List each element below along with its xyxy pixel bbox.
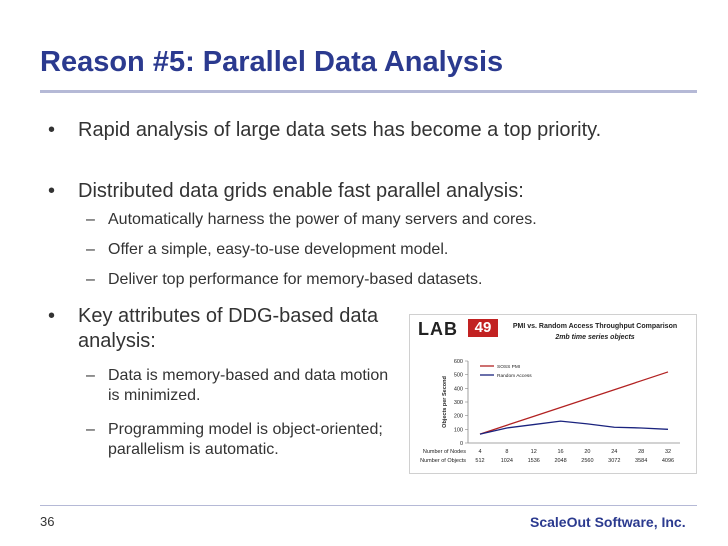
sub-bullet-text: Deliver top performance for memory-based… [108,271,483,288]
bullet-dot: • [48,180,56,202]
bullet-dot: • [48,119,56,141]
sub-bullet-text: Automatically harness the power of many … [108,211,537,228]
x2-tick-label: 512 [475,458,484,464]
x2-tick-label: 1536 [528,458,540,464]
line-chart: 0 100 200 300 400 500 600 Objects per Second Num… [420,359,680,464]
series-line-random-access [479,420,669,435]
x2-tick-label: 2048 [554,458,566,464]
x2-tick-label: 1024 [501,458,513,464]
sub-bullet-dash: – [86,241,95,258]
x-row1-label: Number of Nodes [423,449,466,455]
y-tick-label: 300 [454,400,463,406]
page-number: 36 [40,514,55,529]
bullet-dot: • [48,305,56,327]
sub-bullet-dash: – [86,271,95,288]
chart-panel: LAB 49 PMI vs. Random Access Throughput … [409,314,697,474]
company-name: ScaleOut Software, Inc. [530,514,686,530]
sub-bullet-text: Programming model is object-oriented; pa… [108,421,383,458]
footer-divider [40,505,697,506]
chart-subtitle: 2mb time series objects [555,334,635,341]
slide-title: Reason #5: Parallel Data Analysis [40,46,504,78]
y-tick-label: 400 [454,386,463,392]
sub-bullet-dash: – [86,421,95,438]
x-tick-label: 24 [611,449,617,455]
sub-bullet-dash: – [86,367,95,384]
bullet-text: Distributed data grids enable fast paral… [78,180,524,202]
y-tick-label: 600 [454,359,463,365]
sub-bullet-dash: – [86,211,95,228]
x-row2-label: Number of Objects [420,458,466,464]
x-tick-label: 32 [665,449,671,455]
logo-number: 49 [468,319,498,337]
x-tick-label: 8 [505,449,508,455]
y-tick-label: 0 [460,441,463,447]
y-tick-label: 200 [454,414,463,420]
chart-title: PMI vs. Random Access Throughput Compari… [512,323,678,330]
series-line-pmi [479,371,669,435]
sub-bullet-text: Offer a simple, easy-to-use development … [108,241,449,258]
x-tick-label: 20 [584,449,590,455]
chart-title-block: PMI vs. Random Access Throughput Compari… [500,321,690,343]
x2-tick-label: 4096 [662,458,674,464]
legend-label: SOSS PMI [497,364,520,370]
y-tick-label: 500 [454,373,463,379]
x-tick-label: 16 [558,449,564,455]
legend-label: Random Access [497,373,532,379]
x-tick-label: 12 [531,449,537,455]
x-tick-label: 28 [638,449,644,455]
logo-text: LAB [418,319,458,339]
y-tick-label: 100 [454,427,463,433]
title-divider [40,90,697,93]
bullet-text: Key attributes of DDG-based data analysi… [78,305,379,352]
bullet-text: Rapid analysis of large data sets has be… [78,119,602,141]
x-tick-label: 4 [478,449,481,455]
sub-bullet-text: Data is memory-based and data motion is … [108,367,389,404]
y-axis-label: Objects per Second [442,376,448,428]
x2-tick-label: 2560 [581,458,593,464]
x2-tick-label: 3584 [635,458,647,464]
x2-tick-label: 3072 [608,458,620,464]
